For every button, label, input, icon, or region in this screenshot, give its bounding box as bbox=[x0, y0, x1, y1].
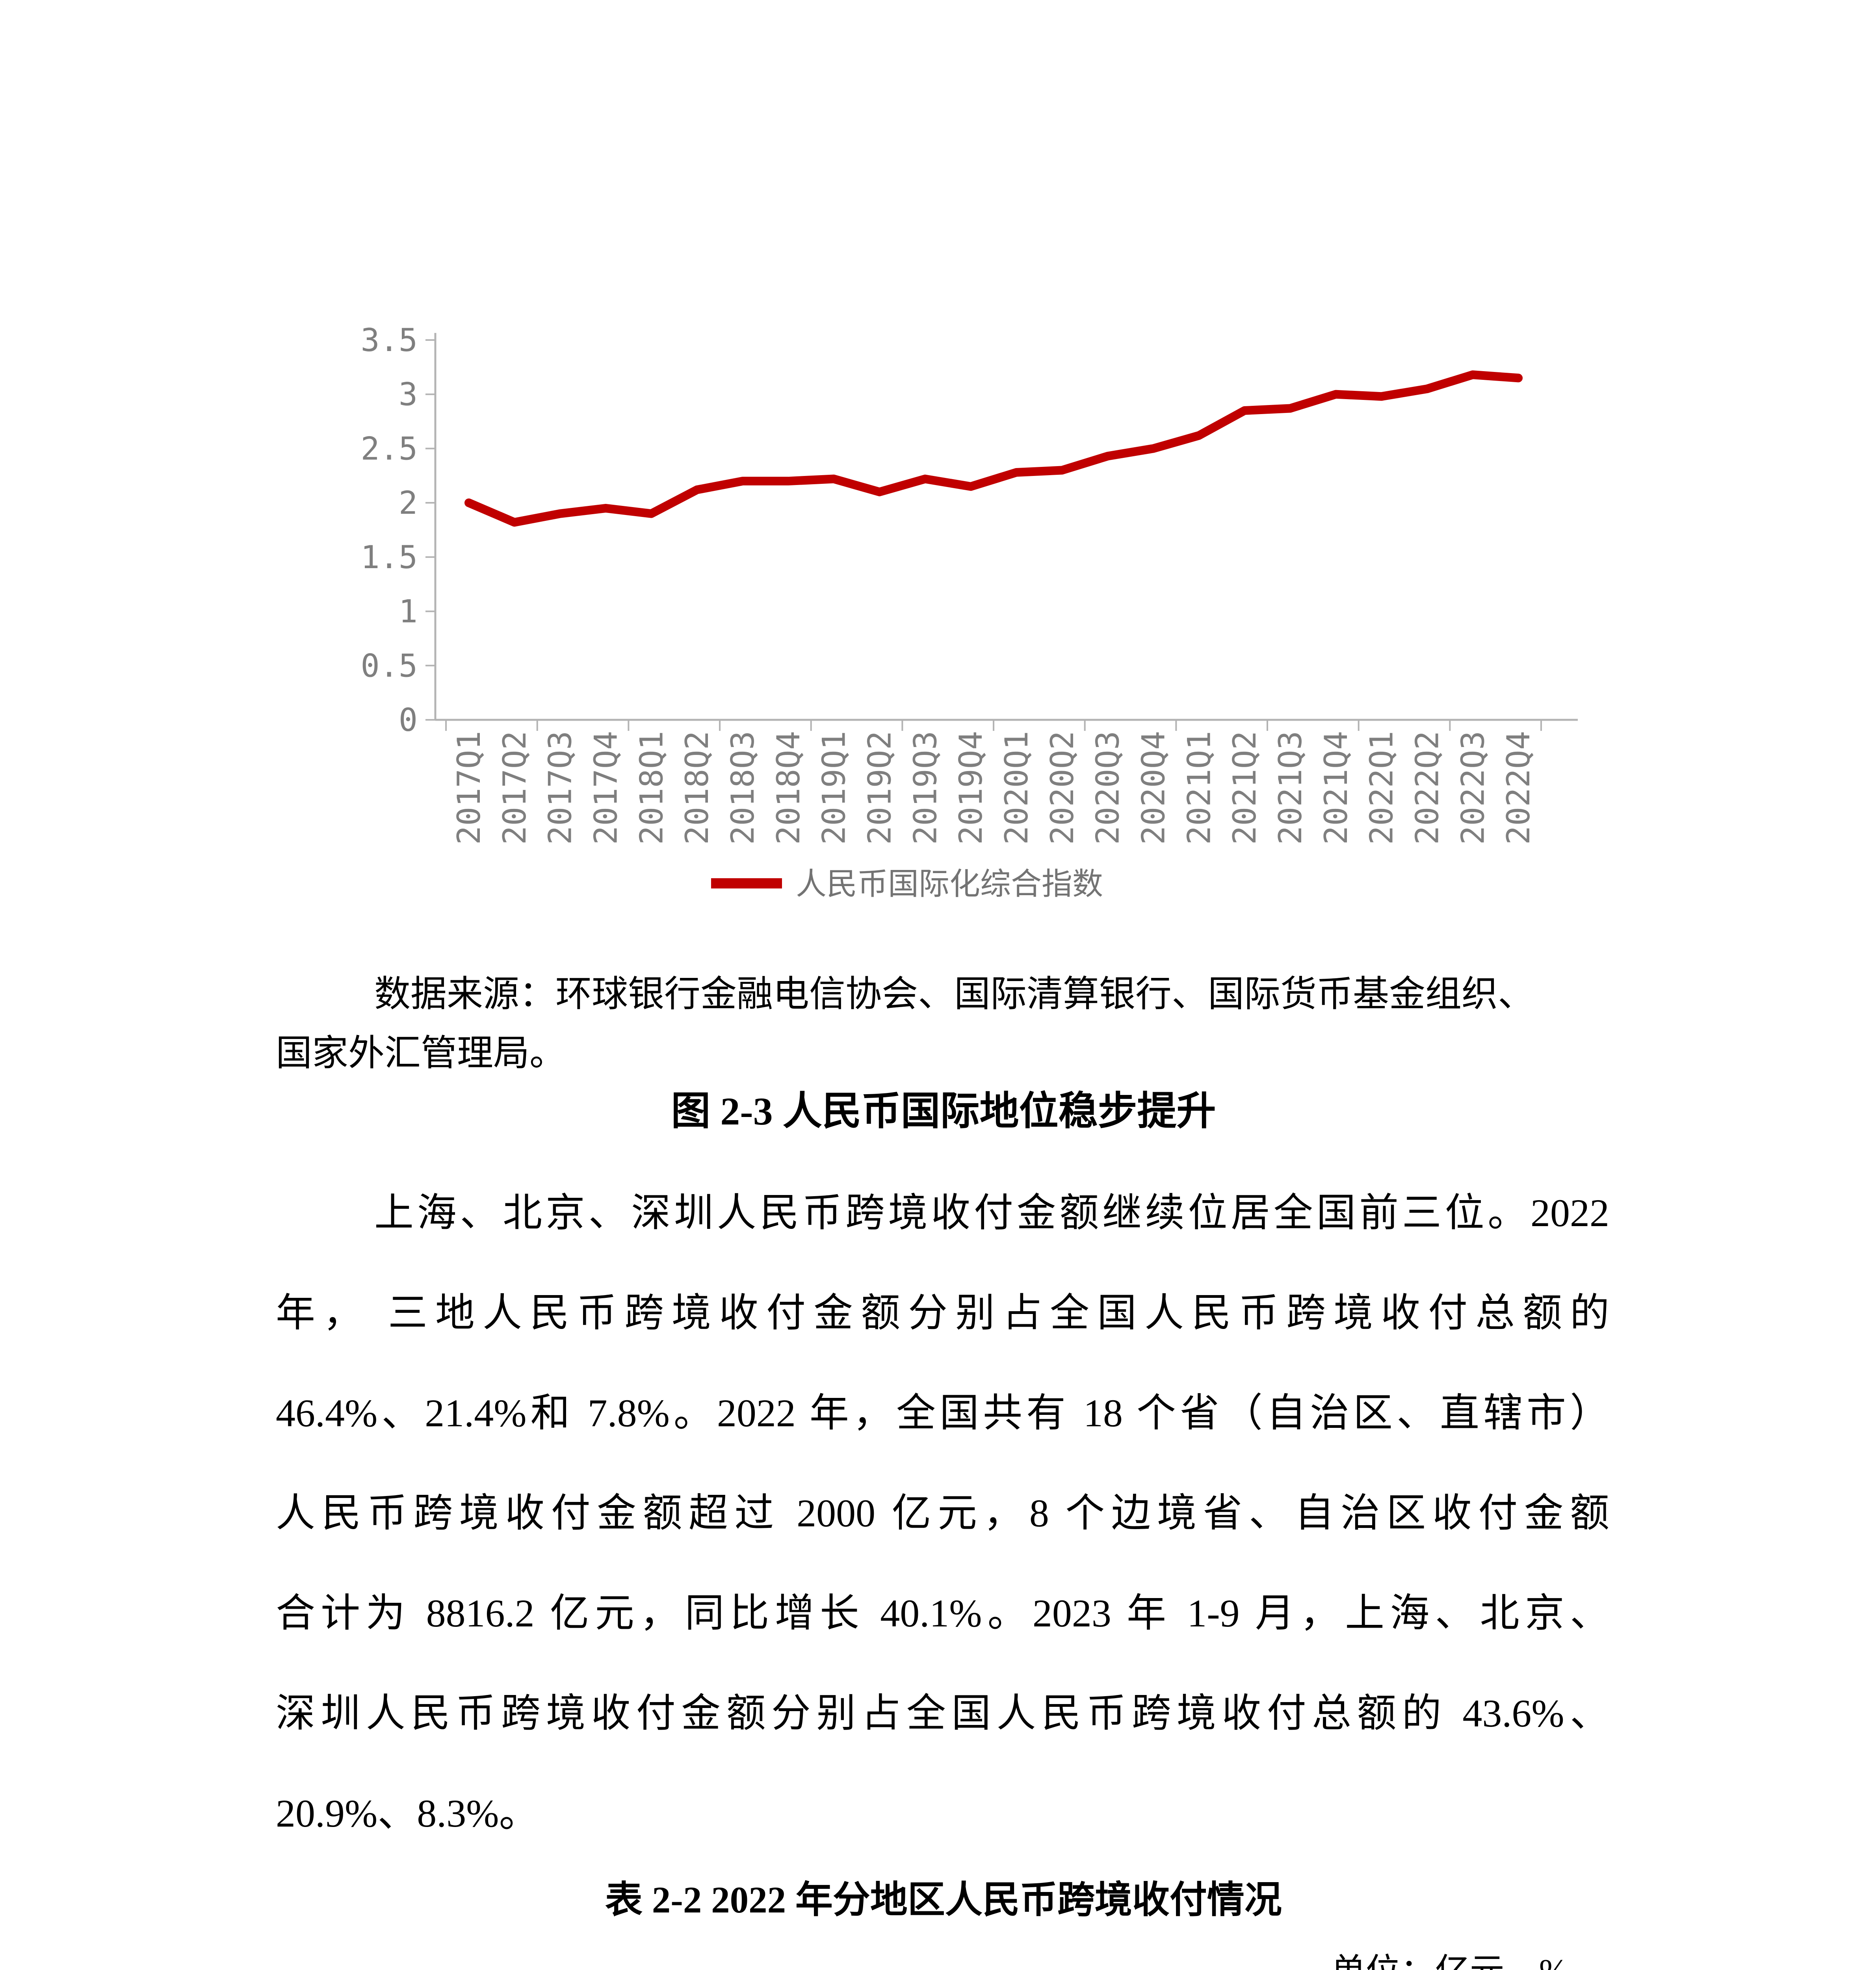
x-axis-tick-label: 2019Q3 bbox=[907, 731, 944, 845]
body-line: 46.4%、21.4%和 7.8%。2022 年，全国共有 18 个省（自治区、… bbox=[276, 1391, 1609, 1435]
x-axis-tick-label: 2019Q2 bbox=[861, 731, 898, 845]
x-axis-tick-label: 2018Q3 bbox=[724, 731, 761, 845]
x-axis-tick-label: 2022Q2 bbox=[1409, 731, 1445, 845]
y-axis-tick-label: 0 bbox=[399, 702, 418, 738]
figure-caption: 图 2-3 人民币国际地位稳步提升 bbox=[671, 1089, 1216, 1133]
y-axis-tick-label: 3 bbox=[399, 376, 418, 413]
table-title: 表 2-2 2022 年分地区人民币跨境收付情况 bbox=[605, 1879, 1282, 1921]
x-axis-tick-label: 2021Q2 bbox=[1226, 731, 1263, 845]
body-paragraph: 上海、北京、深圳人民币跨境收付金额继续位居全国前三位。2022 年， 三地人民币… bbox=[276, 1163, 1609, 1864]
x-axis-tick-label: 2019Q1 bbox=[816, 731, 853, 845]
body-line: 人民币跨境收付金额超过 2000 亿元，8 个边境省、自治区收付金额 bbox=[276, 1491, 1609, 1535]
x-axis-tick-label: 2017Q2 bbox=[496, 731, 533, 845]
y-axis-tick-label: 1 bbox=[399, 593, 418, 630]
x-axis-tick-label: 2021Q1 bbox=[1181, 731, 1217, 845]
y-axis-tick-label: 3.5 bbox=[361, 322, 418, 359]
x-axis-tick-label: 2018Q1 bbox=[633, 731, 670, 845]
y-axis-tick-label: 1.5 bbox=[361, 539, 418, 576]
x-axis-tick-label: 2020Q3 bbox=[1090, 731, 1126, 845]
x-axis-tick-label: 2022Q3 bbox=[1454, 731, 1491, 845]
data-source-note: 数据来源：环球银行金融电信协会、国际清算银行、国际货币基金组织、 国家外汇管理局… bbox=[276, 965, 1611, 1083]
body-line: 深圳人民币跨境收付金额分别占全国人民币跨境收付总额的 43.6%、 bbox=[276, 1691, 1609, 1735]
rmb-index-line-chart: 0 0.5 1 1.5 2 2.5 3 3.5 2017Q1 2017Q2 2017Q3 2017Q4… bbox=[355, 296, 1655, 950]
y-axis-tick-label: 0.5 bbox=[361, 647, 418, 684]
table-unit-note: 单位：亿元，% bbox=[276, 1950, 1568, 1970]
x-axis-tick-label: 2020Q4 bbox=[1135, 731, 1172, 845]
body-line: 合计为 8816.2 亿元，同比增长 40.1%。2023 年 1-9 月，上海… bbox=[276, 1591, 1609, 1635]
legend-label: 人民币国际化综合指数 bbox=[796, 866, 1103, 901]
x-axis-tick-label: 2018Q2 bbox=[679, 731, 715, 845]
x-axis-tick-label: 2022Q1 bbox=[1363, 731, 1400, 845]
x-axis-tick-label: 2019Q4 bbox=[953, 731, 989, 845]
x-axis-tick-label: 2021Q3 bbox=[1272, 731, 1309, 845]
x-axis-tick-label: 2021Q4 bbox=[1318, 731, 1354, 845]
x-axis-tick-label: 2017Q3 bbox=[542, 731, 579, 845]
body-line: 20.9%、8.3%。 bbox=[276, 1792, 539, 1835]
y-axis-tick-label: 2.5 bbox=[361, 430, 418, 467]
x-axis-tick-label: 2018Q4 bbox=[770, 731, 807, 845]
body-line: 上海、北京、深圳人民币跨境收付金额继续位居全国前三位。2022 bbox=[374, 1191, 1609, 1235]
data-source-line: 国家外汇管理局。 bbox=[276, 1033, 566, 1073]
x-axis-tick-label: 2020Q1 bbox=[998, 731, 1035, 845]
x-axis-tick-label: 2017Q1 bbox=[451, 731, 487, 845]
index-line-series bbox=[464, 370, 1523, 527]
body-line: 年， 三地人民币跨境收付金额分别占全国人民币跨境收付总额的 bbox=[276, 1291, 1609, 1335]
x-axis-tick-label: 2022Q4 bbox=[1500, 731, 1537, 845]
y-axis-tick-label: 2 bbox=[399, 485, 418, 521]
x-axis-tick-label: 2020Q2 bbox=[1044, 731, 1081, 845]
x-axis-tick-label: 2017Q4 bbox=[587, 731, 624, 845]
data-source-line: 数据来源：环球银行金融电信协会、国际清算银行、国际货币基金组织、 bbox=[374, 974, 1534, 1014]
